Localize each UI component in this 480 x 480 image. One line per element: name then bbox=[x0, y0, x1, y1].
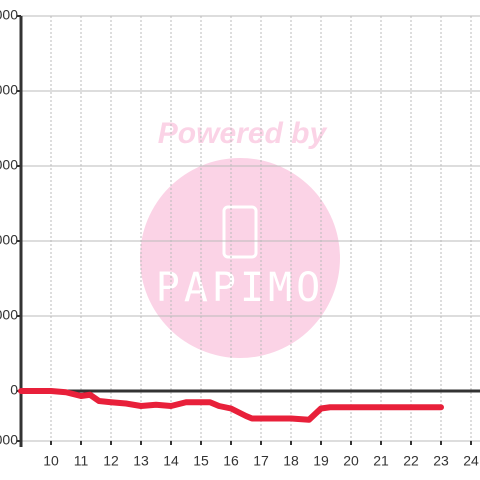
data-line bbox=[18, 388, 444, 423]
y-tick-label: 30,000 bbox=[0, 307, 18, 323]
x-tick-label: 10 bbox=[43, 453, 59, 469]
x-tick-label: 19 bbox=[313, 453, 329, 469]
x-tick-label: 12 bbox=[103, 453, 119, 469]
y-tick-label: 90,000 bbox=[0, 157, 18, 173]
y-tick-label: 0 bbox=[10, 382, 18, 398]
x-tick-label: 18 bbox=[283, 453, 299, 469]
x-tick-label: 24 bbox=[463, 453, 479, 469]
x-tick-label: 22 bbox=[403, 453, 419, 469]
x-tick-label: 11 bbox=[74, 453, 89, 469]
x-tick-label: 23 bbox=[433, 453, 449, 469]
x-tick-label: 17 bbox=[253, 453, 269, 469]
y-tick-label: -20,000 bbox=[0, 432, 18, 448]
y-tick-label: 120,000 bbox=[0, 82, 18, 98]
watermark-icon bbox=[222, 205, 258, 259]
x-tick-label: 20 bbox=[343, 453, 359, 469]
watermark-text: Powered by bbox=[158, 117, 328, 150]
x-tick-label: 15 bbox=[193, 453, 209, 469]
x-tick-label: 21 bbox=[373, 453, 389, 469]
x-tick-label: 13 bbox=[133, 453, 149, 469]
y-tick-label: 150,000 bbox=[0, 7, 18, 23]
x-tick-label: 14 bbox=[163, 453, 179, 469]
y-tick-label: 60,000 bbox=[0, 232, 18, 248]
x-tick-label: 16 bbox=[223, 453, 239, 469]
watermark-text: PAPIMO bbox=[156, 265, 325, 311]
